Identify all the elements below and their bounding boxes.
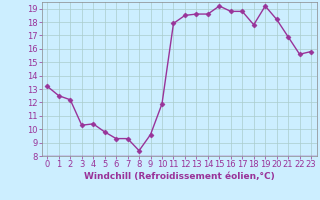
X-axis label: Windchill (Refroidissement éolien,°C): Windchill (Refroidissement éolien,°C) <box>84 172 275 181</box>
